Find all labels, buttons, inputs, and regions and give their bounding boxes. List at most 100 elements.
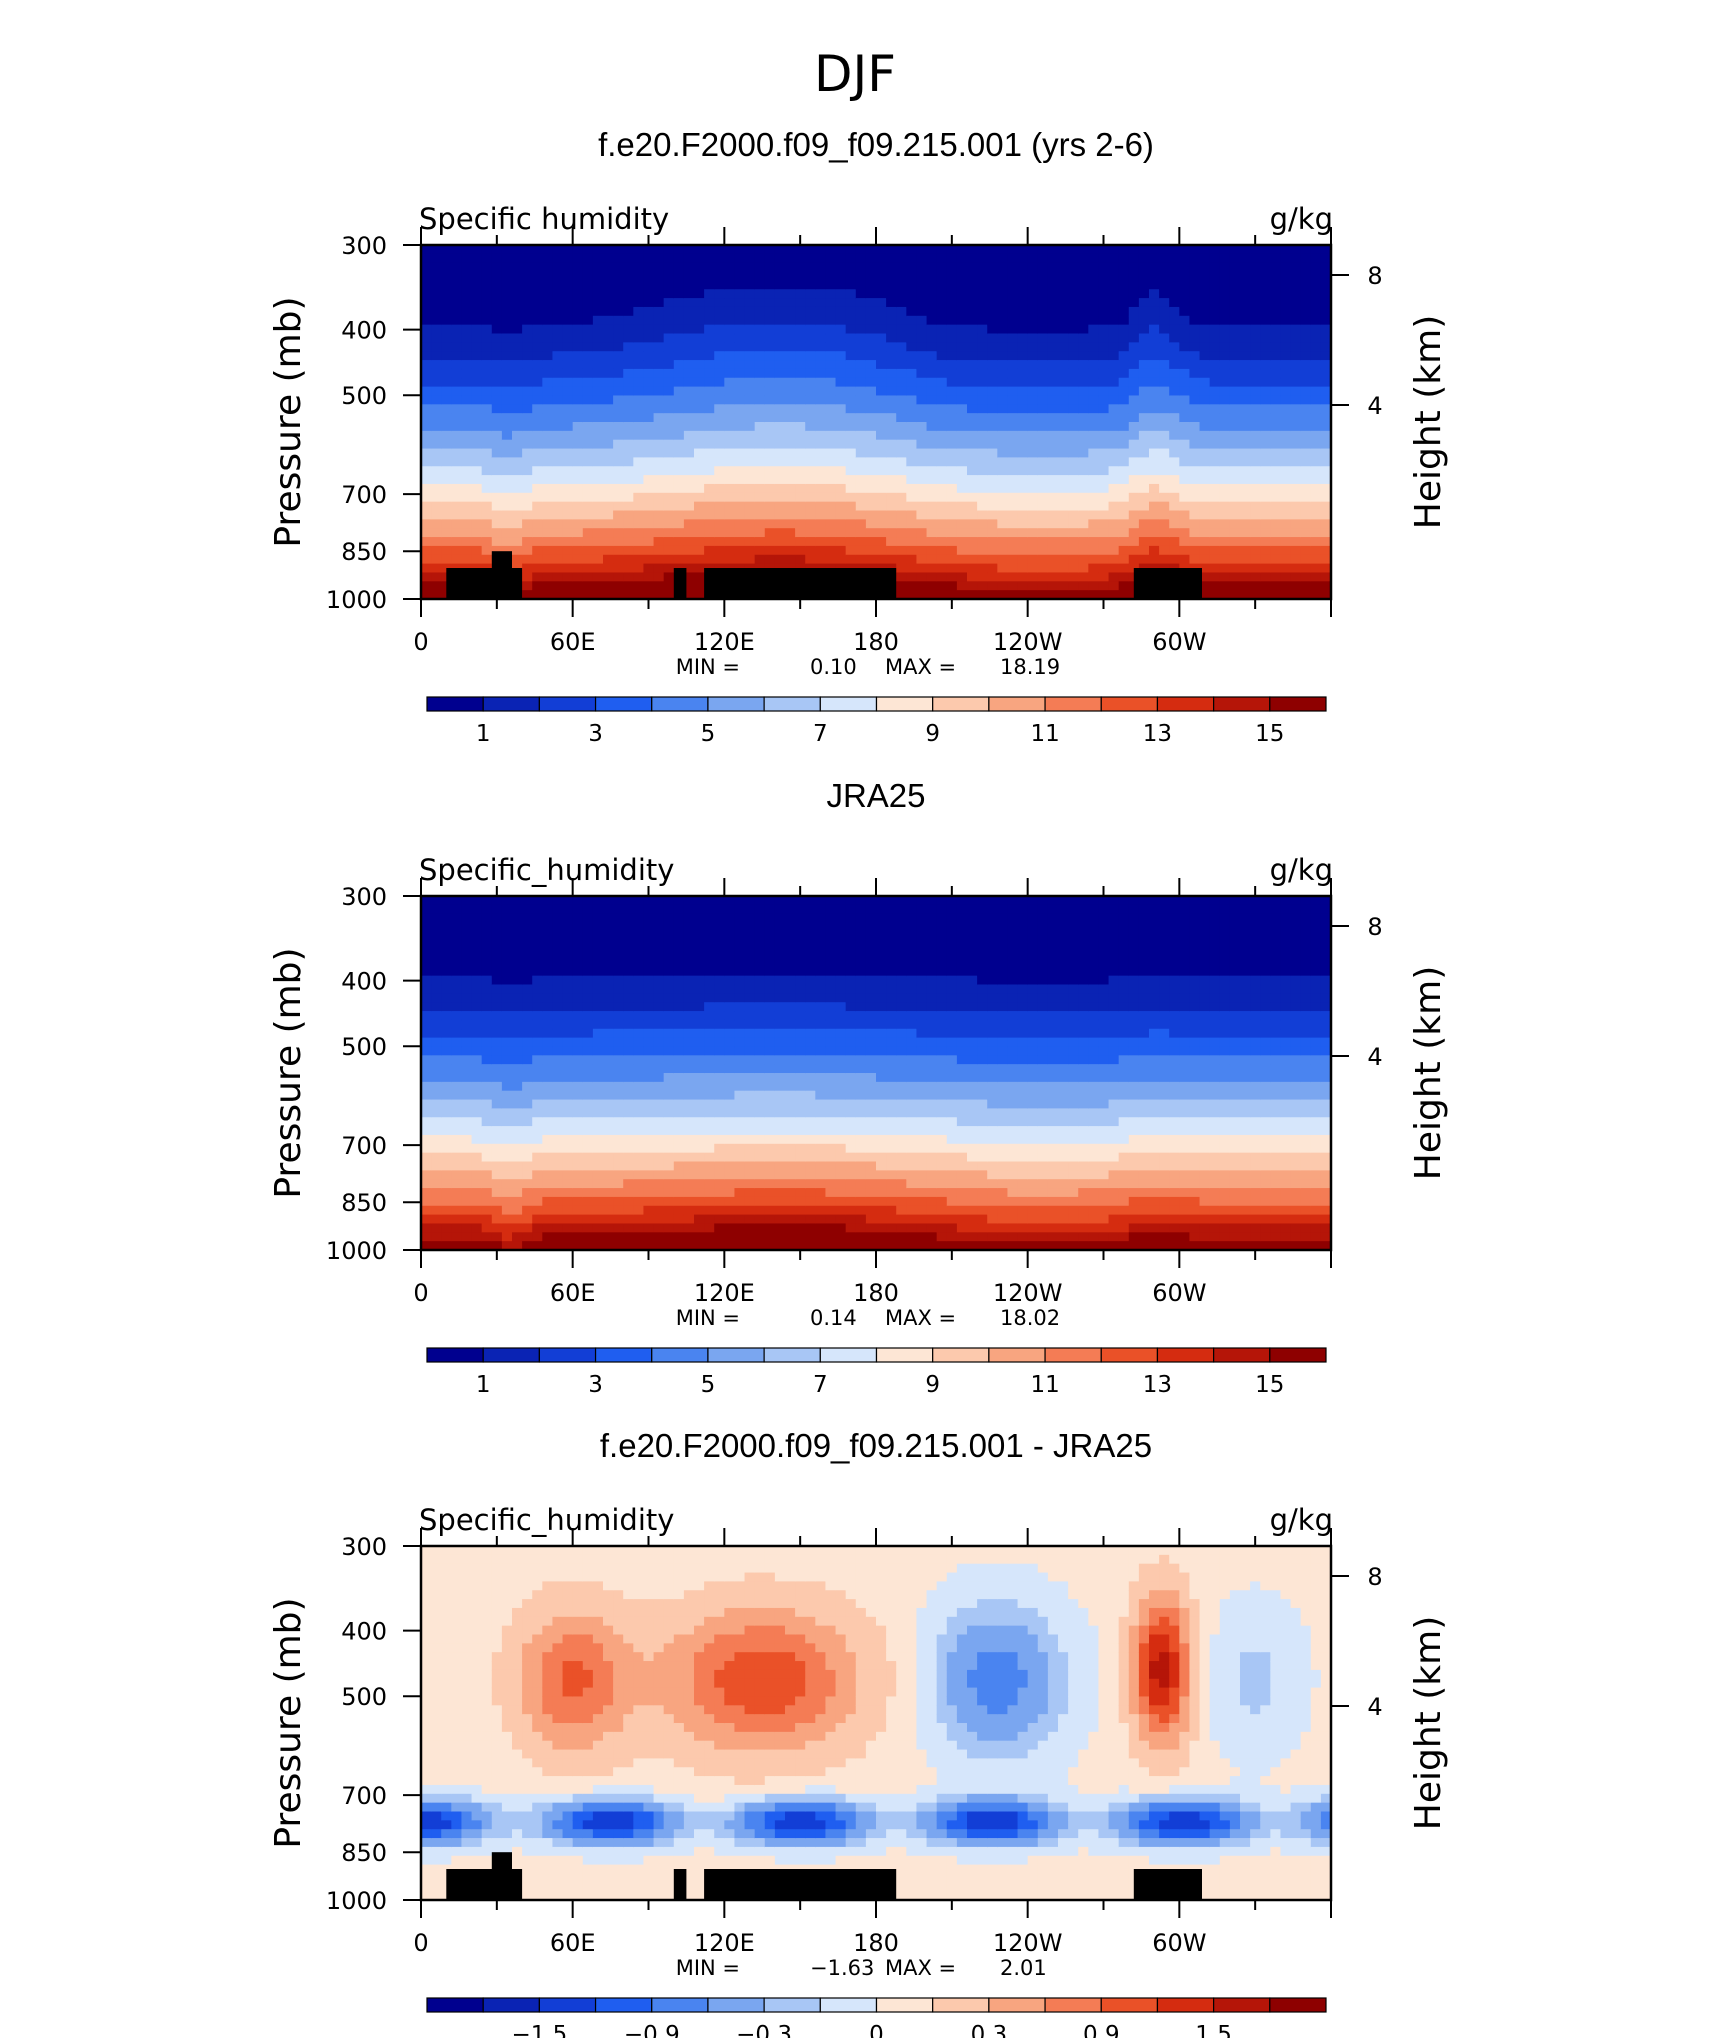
contour-cell xyxy=(643,1241,655,1251)
contour-cell xyxy=(1270,545,1282,556)
contour-cell xyxy=(1149,554,1160,565)
contour-cell xyxy=(876,422,887,432)
contour-cell xyxy=(936,386,948,397)
contour-cell xyxy=(491,1011,503,1021)
contour-cell xyxy=(916,360,928,370)
contour-cell xyxy=(431,333,442,343)
contour-cell xyxy=(704,1108,715,1118)
contour-cell xyxy=(623,1028,634,1039)
contour-cell xyxy=(1310,519,1322,529)
contour-cell xyxy=(613,413,624,423)
contour-cell xyxy=(1280,377,1292,388)
contour-cell xyxy=(1290,342,1302,352)
contour-cell xyxy=(1250,368,1261,379)
contour-cell xyxy=(421,1081,432,1092)
contour-cell xyxy=(613,1081,624,1092)
contour-cell xyxy=(1209,519,1221,529)
contour-cell xyxy=(653,1002,665,1012)
contour-cell xyxy=(592,395,604,405)
contour-cell xyxy=(724,1223,736,1233)
contour-cell xyxy=(835,271,847,281)
contour-cell xyxy=(633,448,645,458)
contour-cell xyxy=(845,430,857,441)
contour-cell xyxy=(1270,528,1282,538)
contour-cell xyxy=(1199,360,1211,370)
contour-cell xyxy=(896,253,907,264)
contour-cell xyxy=(683,896,695,906)
contour-cell xyxy=(441,475,452,485)
contour-cell xyxy=(1098,466,1110,476)
contour-cell xyxy=(1058,271,1069,281)
contour-cell xyxy=(754,537,766,547)
contour-cell xyxy=(1058,430,1069,441)
contour-cell xyxy=(522,1232,533,1242)
contour-cell xyxy=(724,439,736,450)
contour-cell xyxy=(1149,298,1160,308)
contour-cell xyxy=(582,457,594,467)
contour-cell xyxy=(633,975,645,986)
contour-cell xyxy=(653,1064,665,1074)
contour-cell xyxy=(744,377,756,388)
contour-cell xyxy=(724,949,736,959)
contour-cell xyxy=(451,957,463,968)
contour-cell xyxy=(704,439,715,450)
contour-cell xyxy=(673,1161,685,1171)
contour-cell xyxy=(501,1241,513,1251)
contour-cell xyxy=(562,430,574,441)
contour-cell xyxy=(1078,395,1089,405)
contour-cell xyxy=(946,510,958,520)
contour-cell xyxy=(532,306,543,317)
contour-cell xyxy=(1260,492,1271,503)
contour-cell xyxy=(522,1108,533,1118)
contour-cell xyxy=(896,501,907,512)
contour-cell xyxy=(633,1046,645,1056)
contour-cell xyxy=(512,253,523,264)
contour-cell xyxy=(491,545,503,556)
contour-cell xyxy=(1250,439,1261,450)
contour-cell xyxy=(714,1126,725,1136)
contour-cell xyxy=(724,475,736,485)
contour-cell xyxy=(694,439,705,450)
contour-cell xyxy=(1017,289,1029,299)
contour-cell xyxy=(592,483,604,494)
contour-cell xyxy=(704,1028,715,1039)
contour-cell xyxy=(855,528,867,538)
contour-cell xyxy=(865,483,877,494)
contour-cell xyxy=(542,572,554,582)
contour-cell xyxy=(572,280,584,290)
contour-cell xyxy=(643,280,655,290)
contour-cell xyxy=(1017,245,1029,255)
contour-cell xyxy=(785,280,796,290)
contour-cell xyxy=(673,993,685,1003)
contour-cell xyxy=(714,922,725,932)
contour-cell xyxy=(451,386,463,397)
contour-cell xyxy=(1047,253,1059,264)
contour-cell xyxy=(835,360,847,370)
contour-cell xyxy=(623,1019,634,1030)
contour-cell xyxy=(785,342,796,352)
contour-cell xyxy=(582,404,594,414)
contour-cell xyxy=(774,333,786,343)
contour-cell xyxy=(633,253,645,264)
contour-cell xyxy=(481,1055,493,1065)
contour-cell xyxy=(582,554,594,565)
contour-cell xyxy=(663,395,675,405)
contour-cell xyxy=(694,1073,705,1083)
contour-cell xyxy=(916,457,928,467)
contour-cell xyxy=(1017,537,1029,547)
contour-cell xyxy=(1088,590,1100,600)
contour-cell xyxy=(855,342,867,352)
contour-cell xyxy=(633,1064,645,1074)
contour-cell xyxy=(1149,271,1160,281)
contour-cell xyxy=(1280,457,1292,467)
contour-cell xyxy=(673,342,685,352)
contour-cell xyxy=(1219,554,1231,565)
contour-cell xyxy=(876,457,887,467)
contour-cell xyxy=(956,333,968,343)
contour-cell xyxy=(1320,262,1332,273)
contour-cell xyxy=(572,572,584,582)
contour-cell xyxy=(926,298,938,308)
contour-cell xyxy=(1037,510,1049,520)
contour-cell xyxy=(613,395,624,405)
contour-cell xyxy=(956,492,968,503)
